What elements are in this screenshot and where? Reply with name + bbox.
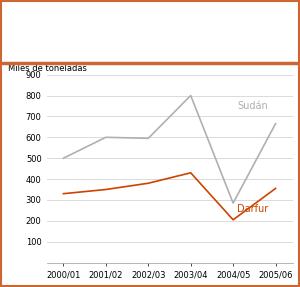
Text: Sudán: Sudán [237,101,268,111]
Text: Darfur: Darfur [237,204,268,214]
Text: Figura 4: Figura 4 [12,7,64,18]
Text: . Sudán: Producción de mijo en Darfur
comparada con la producción total del Sudá: . Sudán: Producción de mijo en Darfur co… [58,7,300,30]
Text: Miles de toneladas: Miles de toneladas [8,64,87,73]
